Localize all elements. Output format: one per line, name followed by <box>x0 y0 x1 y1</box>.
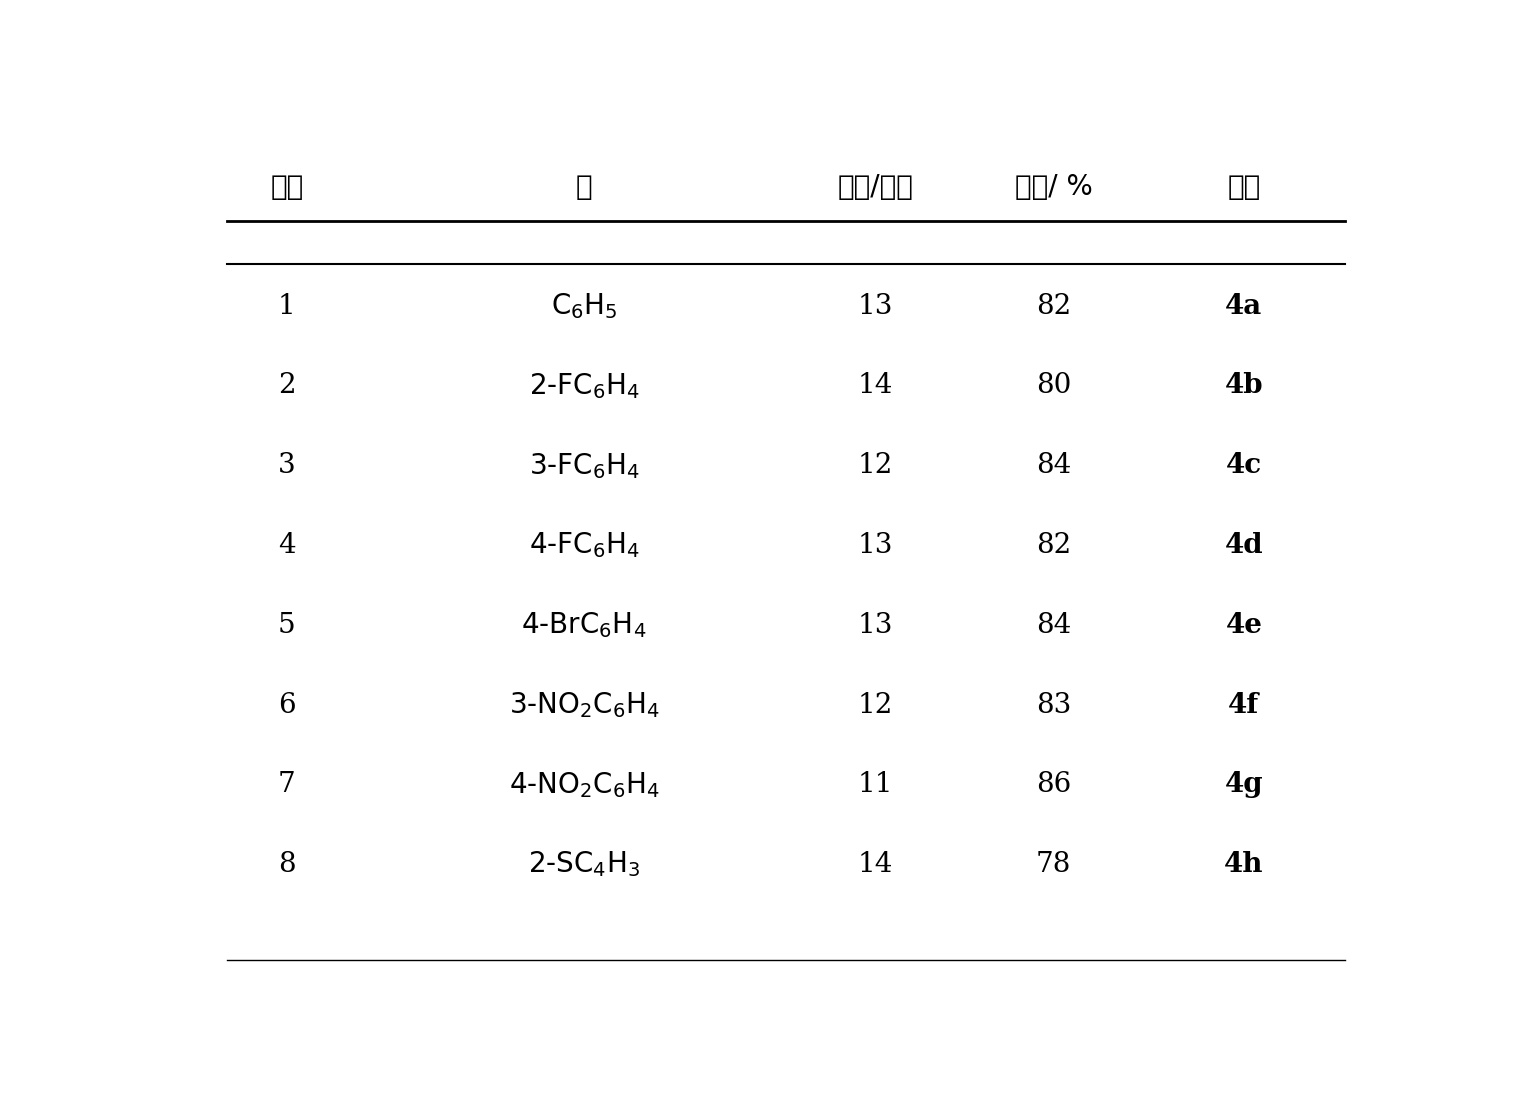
Text: 83: 83 <box>1035 691 1071 719</box>
Text: 84: 84 <box>1035 612 1071 639</box>
Text: $\mathrm{4\text{-}FC_6H_4}$: $\mathrm{4\text{-}FC_6H_4}$ <box>529 530 640 561</box>
Text: 醒: 醒 <box>575 173 592 202</box>
Text: 12: 12 <box>858 691 893 719</box>
Text: 3: 3 <box>278 452 296 479</box>
Text: 4b: 4b <box>1224 372 1262 399</box>
Text: 86: 86 <box>1035 771 1071 798</box>
Text: 编号: 编号 <box>270 173 304 202</box>
Text: $\mathrm{2\text{-}FC_6H_4}$: $\mathrm{2\text{-}FC_6H_4}$ <box>529 371 640 401</box>
Text: 82: 82 <box>1035 532 1071 559</box>
Text: 80: 80 <box>1035 372 1071 399</box>
Text: 2: 2 <box>278 372 296 399</box>
Text: $\mathrm{4\text{-}BrC_6H_4}$: $\mathrm{4\text{-}BrC_6H_4}$ <box>522 611 647 640</box>
Text: 6: 6 <box>278 691 296 719</box>
Text: 4: 4 <box>278 532 296 559</box>
Text: $\mathrm{3\text{-}NO_2C_6H_4}$: $\mathrm{3\text{-}NO_2C_6H_4}$ <box>509 690 660 720</box>
Text: 13: 13 <box>858 293 893 320</box>
Text: 8: 8 <box>278 851 296 878</box>
Text: 4h: 4h <box>1224 851 1264 878</box>
Text: 13: 13 <box>858 532 893 559</box>
Text: $\mathrm{2\text{-}SC_4H_3}$: $\mathrm{2\text{-}SC_4H_3}$ <box>528 850 640 879</box>
Text: 4f: 4f <box>1229 691 1259 719</box>
Text: 14: 14 <box>858 372 893 399</box>
Text: 4d: 4d <box>1224 532 1262 559</box>
Text: 84: 84 <box>1035 452 1071 479</box>
Text: 4a: 4a <box>1226 293 1262 320</box>
Text: 82: 82 <box>1035 293 1071 320</box>
Text: 4c: 4c <box>1226 452 1262 479</box>
Text: 1: 1 <box>278 293 296 320</box>
Text: 11: 11 <box>858 771 893 798</box>
Text: 5: 5 <box>278 612 296 639</box>
Text: $\mathrm{3\text{-}FC_6H_4}$: $\mathrm{3\text{-}FC_6H_4}$ <box>529 451 640 480</box>
Text: 13: 13 <box>858 612 893 639</box>
Text: 7: 7 <box>278 771 296 798</box>
Text: 12: 12 <box>858 452 893 479</box>
Text: 4g: 4g <box>1224 771 1262 798</box>
Text: 14: 14 <box>858 851 893 878</box>
Text: 时间/小时: 时间/小时 <box>838 173 913 202</box>
Text: $\mathrm{C_6H_5}$: $\mathrm{C_6H_5}$ <box>551 291 617 321</box>
Text: 产率/ %: 产率/ % <box>1016 173 1092 202</box>
Text: $\mathrm{4\text{-}NO_2C_6H_4}$: $\mathrm{4\text{-}NO_2C_6H_4}$ <box>509 770 660 800</box>
Text: 产物: 产物 <box>1227 173 1261 202</box>
Text: 78: 78 <box>1035 851 1071 878</box>
Text: 4e: 4e <box>1226 612 1262 639</box>
